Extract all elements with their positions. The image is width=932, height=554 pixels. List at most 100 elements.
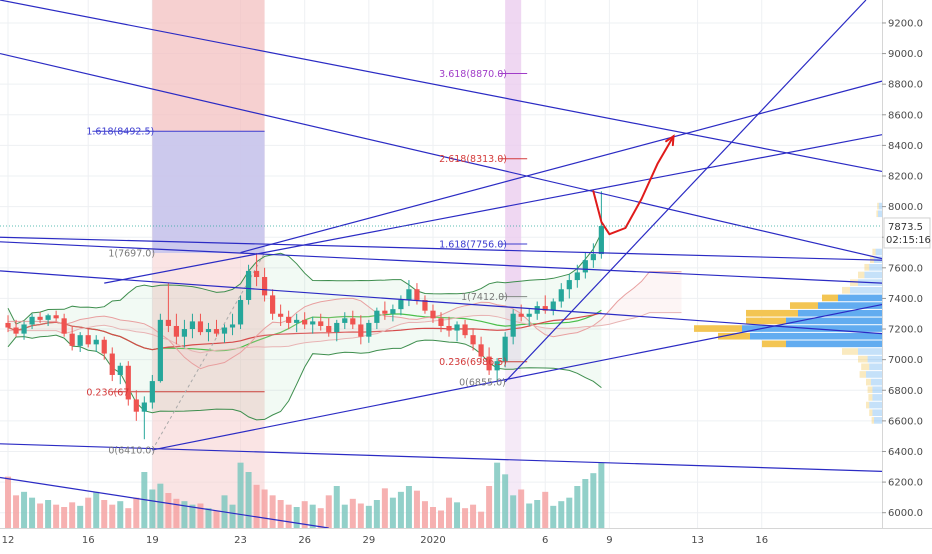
volume-profile-bid	[838, 294, 882, 302]
volume-bar	[325, 495, 332, 528]
candle-body	[518, 313, 524, 317]
price-tick-label: 7400.0	[888, 294, 923, 305]
volume-bar	[109, 504, 116, 528]
volume-bar	[518, 489, 525, 528]
candle-body	[85, 335, 91, 345]
candle-body	[422, 299, 428, 311]
candle-body	[101, 339, 107, 354]
candle-body	[454, 324, 460, 331]
candle-body	[294, 319, 300, 323]
volume-profile-bid	[869, 401, 882, 409]
volume-profile-ask	[869, 409, 873, 417]
volume-bar	[526, 503, 533, 528]
candle-body	[173, 325, 179, 337]
price-tag-box	[883, 217, 931, 249]
current-price-value: 7873.5	[888, 222, 923, 233]
time-tick-label: 12	[2, 535, 15, 546]
volume-profile	[694, 202, 882, 424]
fib-zone-base	[505, 381, 522, 528]
price-tick-label: 7600.0	[888, 263, 923, 274]
candle-body	[37, 316, 43, 320]
price-axis[interactable]: 6000.0 6200.0 6400.0 6600.0 6800.0 7000.0 7200…	[882, 18, 923, 519]
candle-body	[366, 322, 372, 337]
candle-body	[270, 295, 276, 314]
volume-bar	[229, 504, 236, 528]
candle-body	[181, 329, 188, 337]
candle-body	[245, 270, 252, 300]
volume-profile-bid	[869, 264, 882, 271]
candle-body	[157, 319, 163, 382]
candle-body	[598, 225, 604, 255]
price-tick-label: 9200.0	[888, 18, 923, 29]
volume-bar	[566, 497, 573, 528]
candle-body	[390, 309, 396, 314]
price-tick-label: 6400.0	[888, 447, 923, 458]
candle-body	[430, 310, 436, 319]
volume-profile-bid	[858, 348, 882, 355]
volume-profile-bid	[878, 202, 882, 210]
volume-profile-ask	[868, 394, 873, 401]
candle-body	[221, 327, 228, 334]
trendline	[0, 476, 329, 529]
fib-label: 0(6855.0)	[459, 377, 506, 388]
candle-body	[398, 299, 404, 310]
volume-bar	[85, 497, 92, 528]
volume-bar	[125, 508, 132, 528]
candle-body	[342, 318, 348, 323]
volume-bar	[53, 504, 60, 528]
grid-lines	[0, 0, 882, 528]
fib-label: 1(7412.0)	[461, 292, 508, 303]
volume-bar	[389, 497, 396, 528]
bollinger-upper	[7, 232, 602, 325]
candle-body	[125, 365, 131, 400]
fib-label: 1.618(8492.5)	[86, 127, 154, 138]
candle-body	[229, 324, 236, 328]
candle-body	[470, 335, 476, 345]
volume-bar	[558, 501, 565, 528]
volume-bar	[5, 476, 12, 528]
volume-profile-bid	[869, 363, 882, 371]
price-tick-label: 7200.0	[888, 325, 923, 336]
time-axis[interactable]: 12 16 19 23 26 29 2020 6 9 13 16	[2, 535, 768, 546]
candle-body	[262, 277, 268, 296]
price-tick-label: 7000.0	[888, 355, 923, 366]
volume-bar	[261, 489, 268, 528]
volume-bar	[534, 500, 541, 528]
candle-body	[582, 260, 588, 273]
time-tick-label: 16	[82, 535, 95, 546]
candle-body	[205, 329, 212, 333]
volume-profile-ask	[866, 401, 870, 409]
volume-profile-ask	[762, 340, 786, 348]
volume-bar	[478, 511, 485, 528]
candle-body	[462, 324, 468, 336]
volume-profile-bid	[750, 332, 882, 340]
volume-bar	[117, 501, 124, 528]
candle-body	[318, 321, 324, 326]
price-tick-label: 6200.0	[888, 478, 923, 489]
trendline	[240, 80, 883, 254]
trendline	[0, 52, 883, 260]
volume-bar	[510, 495, 517, 528]
moving-average	[7, 312, 602, 351]
volume-profile-ask	[867, 386, 873, 394]
volume-profile-ask	[861, 363, 870, 371]
volume-bar	[253, 484, 260, 528]
volume-profile-ask	[859, 371, 866, 378]
volume-bars	[5, 462, 605, 528]
candle-body	[558, 289, 564, 302]
bar-countdown: 02:15:16	[886, 235, 931, 246]
volume-profile-bid	[872, 409, 882, 417]
volume-bar	[413, 490, 420, 528]
candle-body	[237, 299, 244, 325]
time-tick-label: 19	[146, 535, 159, 546]
volume-bar	[269, 495, 276, 528]
candle-body	[29, 316, 35, 325]
volume-bar	[470, 504, 477, 528]
candle-body	[189, 321, 196, 330]
volume-bar	[45, 500, 52, 528]
volume-bar	[173, 498, 180, 528]
volume-profile-bid	[875, 248, 882, 256]
